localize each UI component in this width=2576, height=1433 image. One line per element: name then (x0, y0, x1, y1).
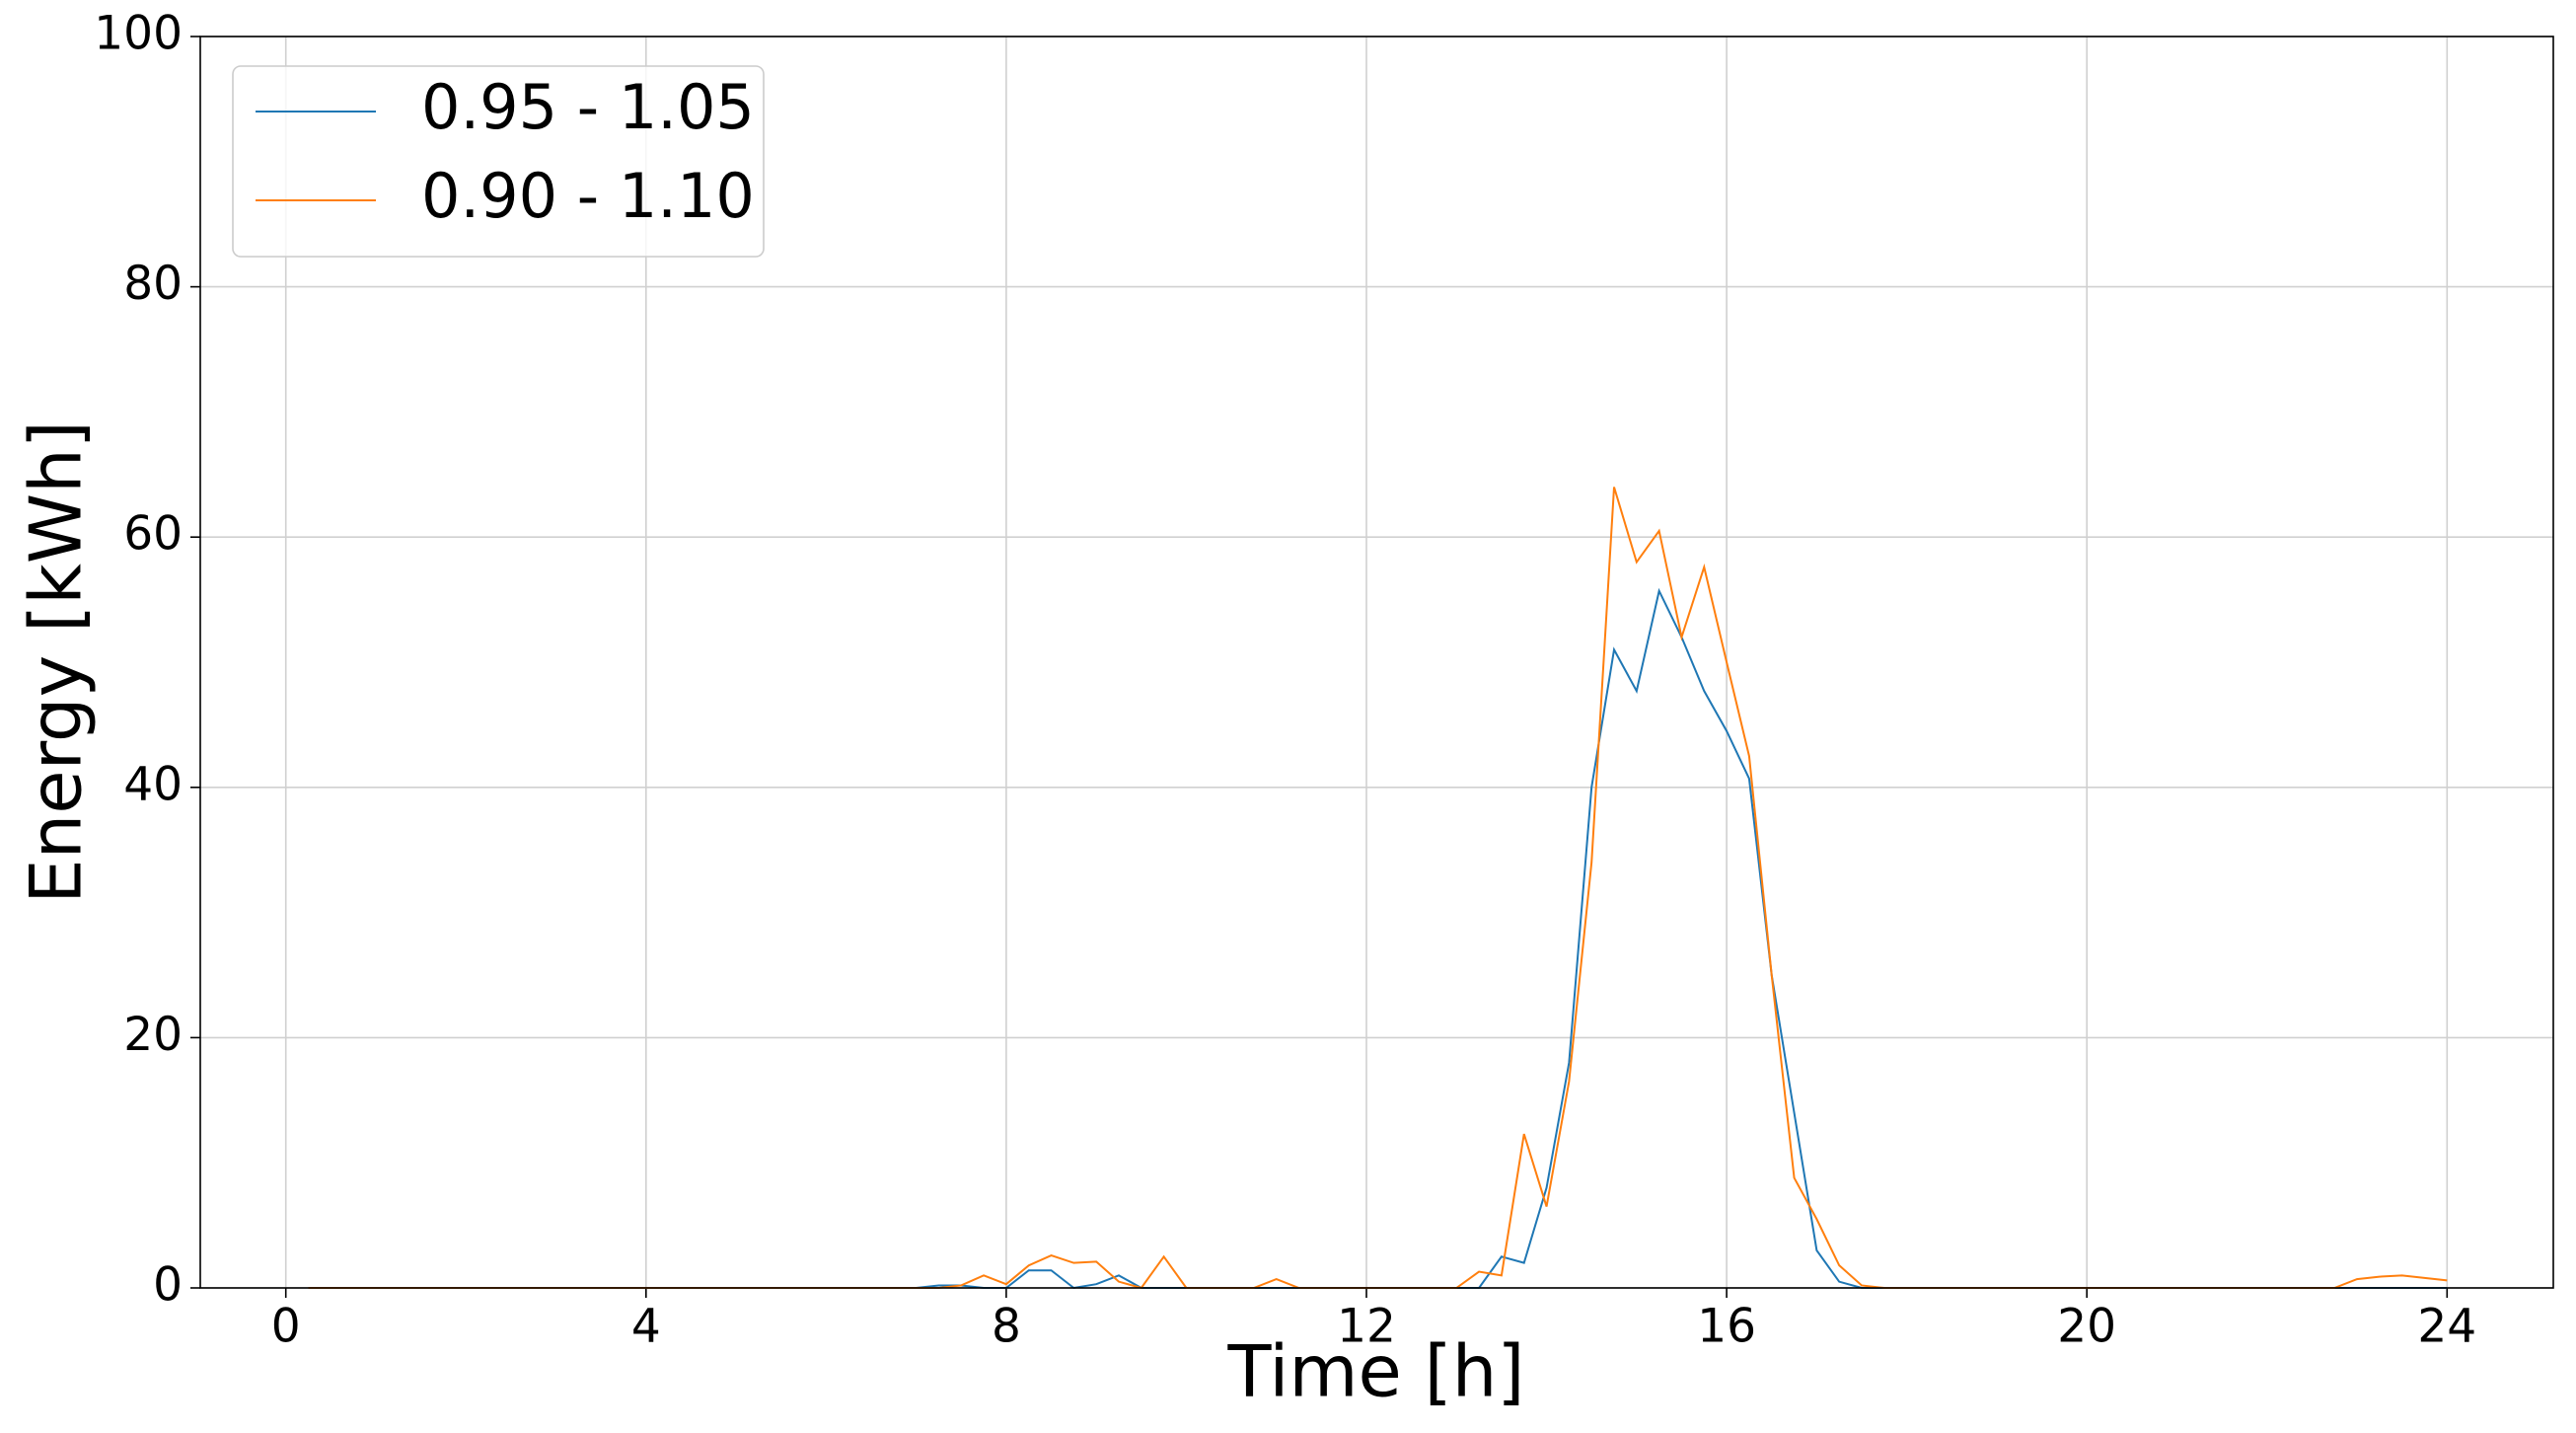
series-line (308, 487, 2448, 1290)
y-tick-label: 80 (123, 257, 183, 311)
legend-label: 0.95 - 1.05 (421, 71, 755, 143)
y-tick-label: 20 (123, 1008, 183, 1062)
x-axis-label: Time [h] (1227, 1330, 1525, 1413)
legend-label: 0.90 - 1.10 (421, 160, 755, 232)
legend-box (232, 65, 765, 258)
y-tick-label: 100 (94, 7, 183, 61)
x-tick-label: 0 (271, 1300, 301, 1354)
y-axis-label: Energy [kWh] (15, 420, 98, 904)
series-line (308, 587, 2448, 1290)
y-tick-label: 60 (123, 507, 183, 562)
x-tick-label: 20 (2057, 1300, 2116, 1354)
y-tick-label: 40 (123, 757, 183, 811)
y-tick-label: 0 (153, 1258, 183, 1313)
legend: 0.95 - 1.05 0.90 - 1.10 (232, 65, 765, 258)
x-tick-label: 8 (992, 1300, 1021, 1354)
plot-frame (199, 36, 2554, 1289)
x-tick-label: 24 (2417, 1300, 2476, 1354)
x-tick-label: 4 (631, 1300, 661, 1354)
x-tick-label: 16 (1697, 1300, 1756, 1354)
x-tick-label: 12 (1337, 1300, 1396, 1354)
